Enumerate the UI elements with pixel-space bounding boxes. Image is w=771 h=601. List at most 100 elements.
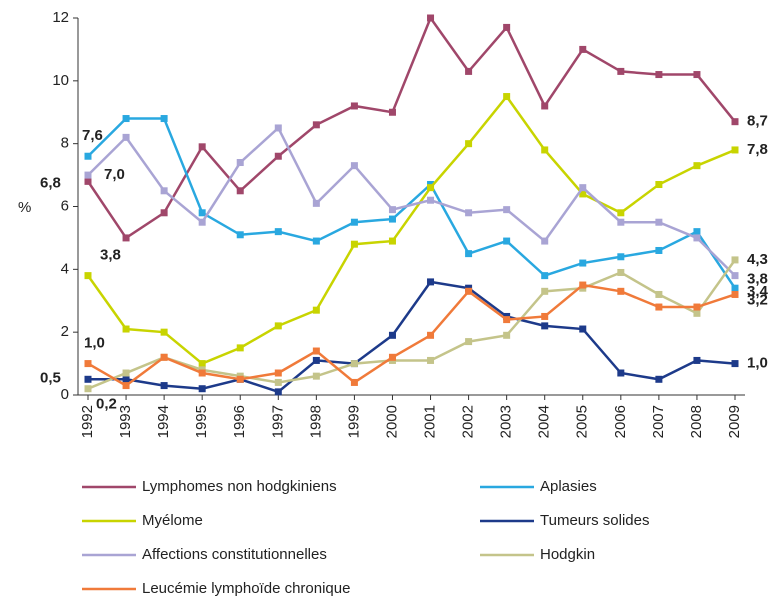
- point-marker: [388, 237, 396, 245]
- y-tick-label: 8: [61, 135, 69, 152]
- point-marker: [693, 234, 701, 242]
- point-marker: [693, 356, 701, 364]
- point-marker: [236, 187, 244, 195]
- point-marker: [617, 218, 625, 226]
- point-marker: [236, 159, 244, 167]
- point-marker: [84, 385, 92, 393]
- point-marker: [731, 272, 739, 280]
- point-marker: [122, 234, 130, 242]
- series-line: [86, 94, 736, 366]
- point-marker: [617, 287, 625, 295]
- point-marker: [388, 108, 396, 116]
- point-marker: [731, 360, 739, 368]
- point-marker: [465, 209, 473, 217]
- point-marker: [655, 181, 663, 189]
- point-marker: [503, 237, 511, 245]
- legend-label: Lymphomes non hodgkiniens: [142, 478, 337, 495]
- x-tick-label: 2004: [536, 405, 553, 438]
- point-marker: [655, 71, 663, 79]
- point-marker: [350, 240, 358, 248]
- point-marker: [198, 143, 206, 151]
- x-tick-label: 1993: [117, 405, 134, 438]
- point-marker: [503, 206, 511, 214]
- y-tick-label: 4: [61, 260, 69, 277]
- point-marker: [122, 369, 130, 377]
- point-marker: [84, 272, 92, 280]
- point-marker: [160, 382, 168, 390]
- x-tick-label: 2009: [726, 405, 743, 438]
- point-marker: [579, 190, 587, 198]
- data-label: 7,0: [104, 166, 125, 183]
- point-marker: [274, 124, 282, 132]
- series-line: [88, 280, 736, 394]
- series-line: [86, 15, 736, 240]
- x-tick-label: 1992: [79, 405, 96, 438]
- x-tick-label: 1997: [269, 405, 286, 438]
- x-tick-label: 2007: [650, 405, 667, 438]
- point-marker: [655, 246, 663, 254]
- point-marker: [579, 281, 587, 289]
- point-marker: [122, 325, 130, 333]
- x-tick-label: 2005: [574, 405, 591, 438]
- point-marker: [617, 67, 625, 75]
- point-marker: [84, 177, 92, 185]
- y-tick-label: 0: [61, 386, 69, 403]
- point-marker: [312, 356, 320, 364]
- point-marker: [198, 360, 206, 368]
- point-marker: [503, 316, 511, 324]
- point-marker: [693, 303, 701, 311]
- x-tick-label: 2008: [688, 405, 705, 438]
- series-line: [87, 125, 736, 277]
- point-marker: [465, 287, 473, 295]
- point-marker: [84, 375, 92, 383]
- point-marker: [427, 14, 435, 22]
- data-label: 6,8: [40, 174, 61, 191]
- point-marker: [655, 303, 663, 311]
- y-tick-label: 6: [61, 197, 69, 214]
- data-label: 3,4: [747, 283, 769, 300]
- data-label: 3,2: [747, 291, 768, 308]
- point-marker: [541, 237, 549, 245]
- legend-label: Hodgkin: [540, 546, 595, 563]
- point-marker: [693, 309, 701, 317]
- point-marker: [122, 115, 130, 123]
- point-marker: [579, 325, 587, 333]
- point-marker: [274, 388, 282, 396]
- point-marker: [731, 290, 739, 298]
- point-marker: [274, 152, 282, 160]
- point-marker: [579, 45, 587, 53]
- point-marker: [122, 133, 130, 141]
- point-marker: [388, 353, 396, 361]
- legend-label: Tumeurs solides: [540, 512, 649, 529]
- point-marker: [160, 328, 168, 336]
- point-marker: [312, 199, 320, 207]
- x-tick-label: 1995: [193, 405, 210, 438]
- point-marker: [579, 184, 587, 192]
- point-marker: [503, 93, 511, 101]
- data-label: 1,0: [747, 355, 768, 372]
- point-marker: [388, 331, 396, 339]
- point-marker: [541, 102, 549, 110]
- point-marker: [617, 253, 625, 261]
- point-marker: [655, 375, 663, 383]
- point-marker: [312, 347, 320, 355]
- x-tick-label: 1994: [155, 405, 172, 438]
- point-marker: [731, 146, 739, 154]
- data-label: 8,7: [747, 113, 768, 130]
- point-marker: [465, 140, 473, 148]
- data-label: 7,8: [747, 141, 768, 158]
- point-marker: [160, 187, 168, 195]
- y-axis-label: %: [18, 199, 31, 216]
- x-tick-label: 2006: [612, 405, 629, 438]
- point-marker: [198, 218, 206, 226]
- point-marker: [541, 146, 549, 154]
- x-tick-label: 1999: [345, 405, 362, 438]
- y-tick-label: 2: [61, 323, 69, 340]
- point-marker: [503, 23, 511, 31]
- data-label: 3,8: [747, 271, 768, 288]
- point-marker: [160, 209, 168, 217]
- point-marker: [350, 218, 358, 226]
- point-marker: [427, 184, 435, 192]
- point-marker: [579, 259, 587, 267]
- series-line: [87, 117, 737, 289]
